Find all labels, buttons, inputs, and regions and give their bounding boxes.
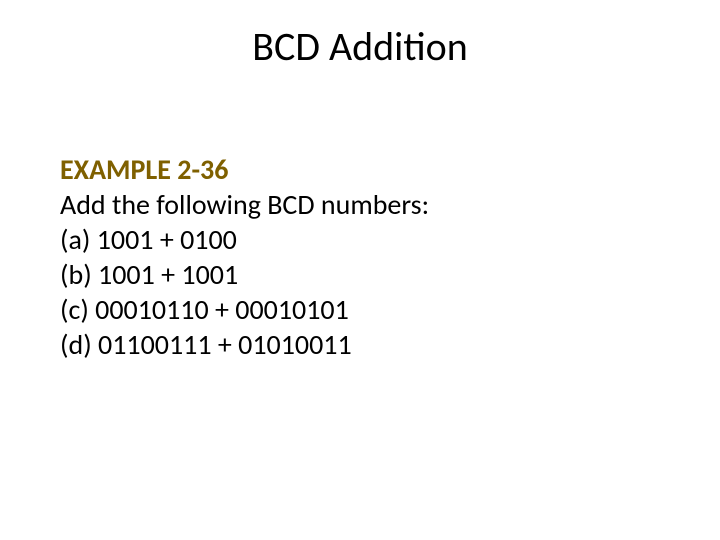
intro-text: Add the following BCD numbers:	[60, 187, 660, 222]
slide-body: EXAMPLE 2-36 Add the following BCD numbe…	[60, 152, 660, 362]
item-b: (b) 1001 + 1001	[60, 257, 660, 292]
item-c: (c) 00010110 + 00010101	[60, 292, 660, 327]
item-a: (a) 1001 + 0100	[60, 222, 660, 257]
slide-title: BCD Addition	[0, 22, 720, 71]
slide: BCD Addition EXAMPLE 2-36 Add the follow…	[0, 0, 720, 540]
item-d: (d) 01100111 + 01010011	[60, 327, 660, 362]
example-label: EXAMPLE 2-36	[60, 152, 660, 187]
